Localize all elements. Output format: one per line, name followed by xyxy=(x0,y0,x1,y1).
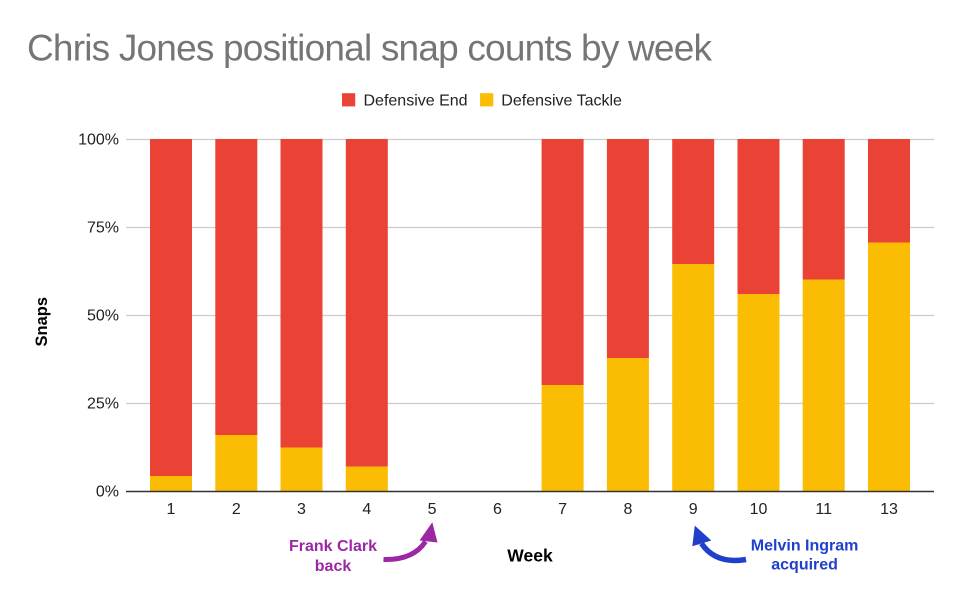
svg-text:acquired: acquired xyxy=(771,556,838,573)
svg-text:5: 5 xyxy=(428,501,437,518)
svg-text:6: 6 xyxy=(493,501,502,518)
svg-text:Defensive Tackle: Defensive Tackle xyxy=(501,93,622,110)
svg-text:10: 10 xyxy=(750,501,768,518)
svg-text:Frank Clark: Frank Clark xyxy=(289,538,377,555)
svg-text:9: 9 xyxy=(689,501,698,518)
svg-text:Snaps: Snaps xyxy=(33,297,51,347)
svg-text:8: 8 xyxy=(623,501,632,518)
svg-text:11: 11 xyxy=(815,501,832,518)
svg-text:Chris Jones positional snap co: Chris Jones positional snap counts by we… xyxy=(27,28,712,69)
svg-text:2: 2 xyxy=(232,501,241,518)
svg-text:13: 13 xyxy=(880,501,898,518)
svg-text:back: back xyxy=(315,558,352,575)
svg-text:50%: 50% xyxy=(87,308,119,325)
svg-text:75%: 75% xyxy=(87,220,119,237)
svg-text:3: 3 xyxy=(297,501,306,518)
svg-text:4: 4 xyxy=(362,501,371,518)
svg-text:100%: 100% xyxy=(78,132,119,149)
svg-text:Week: Week xyxy=(507,546,553,566)
svg-text:25%: 25% xyxy=(87,396,119,413)
svg-text:7: 7 xyxy=(558,501,567,518)
svg-text:1: 1 xyxy=(167,501,176,518)
svg-text:Melvin Ingram: Melvin Ingram xyxy=(751,538,859,555)
svg-text:Defensive End: Defensive End xyxy=(364,93,468,110)
svg-text:0%: 0% xyxy=(96,484,119,501)
